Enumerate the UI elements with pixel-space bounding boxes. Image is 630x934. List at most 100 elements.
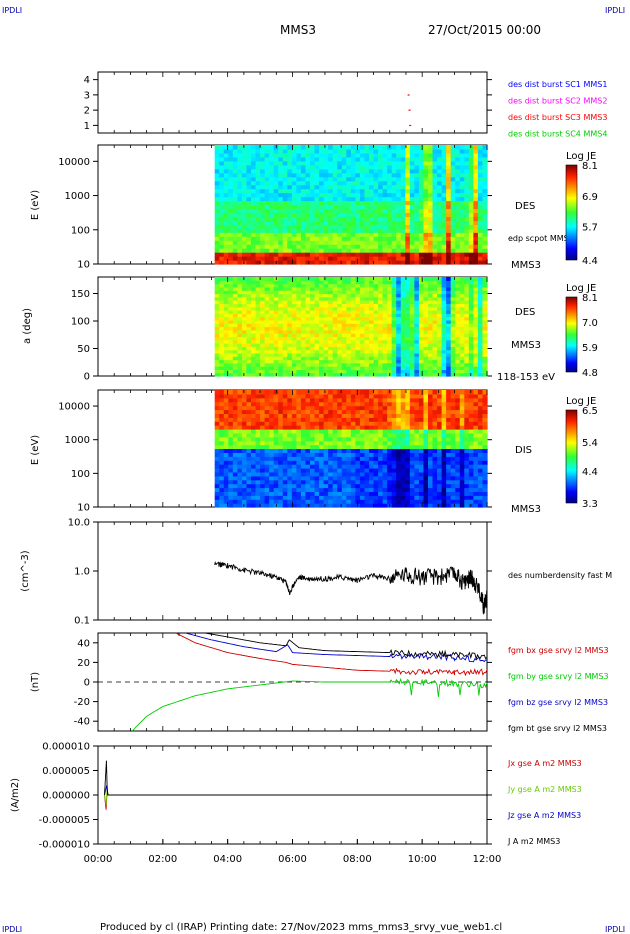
heatmap-cell: [359, 432, 366, 438]
heatmap-cell: [232, 483, 238, 489]
heatmap-cell: [232, 362, 238, 367]
heatmap-cell: [305, 286, 311, 291]
heatmap-cell: [482, 260, 488, 265]
heatmap-cell: [355, 356, 361, 361]
heatmap-cell: [310, 300, 316, 304]
heatmap-cell: [228, 413, 234, 418]
heatmap-cell: [314, 286, 320, 291]
heatmap-cell: [264, 184, 270, 190]
heatmap-cell: [378, 464, 384, 469]
heatmap-cell: [455, 329, 461, 334]
heatmap-cell: [255, 283, 261, 288]
heatmap-cell: [237, 244, 243, 249]
heatmap-cell: [310, 280, 316, 285]
heatmap-cell: [473, 180, 479, 186]
heatmap-cell: [341, 356, 347, 361]
heatmap-cell: [423, 356, 429, 361]
heatmap-cell: [350, 483, 356, 489]
heatmap-cell: [296, 313, 302, 318]
heatmap-cell: [296, 503, 302, 508]
heatmap-cell: [387, 196, 393, 202]
heatmap-cell: [251, 369, 257, 374]
heatmap-cell: [409, 293, 415, 298]
heatmap-cell: [428, 352, 434, 357]
heatmap-cell: [237, 216, 243, 221]
heatmap-cell: [441, 326, 447, 331]
heatmap-cell: [232, 352, 238, 357]
heatmap-cell: [423, 164, 429, 170]
heatmap-cell: [246, 495, 252, 500]
heatmap-cell: [432, 216, 438, 221]
heatmap-cell: [223, 499, 229, 504]
heatmap-cell: [473, 339, 479, 344]
heatmap-cell: [350, 436, 356, 442]
heatmap-cell: [291, 260, 297, 265]
heatmap-cell: [269, 336, 275, 341]
heatmap-cell: [223, 468, 229, 473]
heatmap-cell: [359, 303, 366, 308]
heatmap-cell: [246, 168, 252, 174]
heatmap-cell: [300, 326, 307, 331]
heatmap-cell: [464, 293, 470, 298]
heatmap-cell: [260, 277, 266, 281]
heatmap-cell: [282, 346, 288, 351]
heatmap-cell: [310, 303, 316, 308]
heatmap-cell: [241, 200, 248, 206]
heatmap-cell: [237, 369, 243, 374]
heatmap-cell: [219, 277, 225, 281]
heatmap-cell: [223, 248, 229, 253]
heatmap-cell: [214, 339, 220, 344]
heatmap-cell: [414, 188, 420, 194]
heatmap-cell: [232, 160, 238, 166]
heatmap-cell: [396, 228, 402, 233]
heatmap-cell: [314, 180, 320, 186]
heatmap-cell: [405, 160, 411, 166]
heatmap-cell: [423, 300, 429, 304]
heatmap-cell: [296, 192, 302, 198]
heatmap-cell: [291, 306, 297, 311]
heatmap-cell: [237, 310, 243, 314]
heatmap-cell: [223, 464, 229, 469]
heatmap-cell: [282, 310, 288, 314]
heatmap-cell: [264, 208, 270, 214]
heatmap-cell: [269, 409, 275, 414]
heatmap-cell: [323, 172, 329, 178]
heatmap-cell: [455, 252, 461, 257]
heatmap-cell: [241, 277, 248, 281]
heatmap-cell: [237, 452, 243, 457]
heatmap-cell: [355, 425, 361, 430]
heatmap-cell: [414, 184, 420, 190]
heatmap-cell: [414, 283, 420, 288]
heatmap-cell: [459, 188, 465, 194]
heatmap-cell: [350, 296, 356, 301]
heatmap-cell: [314, 280, 320, 285]
heatmap-cell: [328, 421, 334, 426]
heatmap-cell: [418, 343, 425, 347]
heatmap-cell: [400, 148, 406, 154]
heatmap-cell: [468, 346, 474, 351]
heatmap-cell: [364, 164, 370, 170]
heatmap-cell: [378, 359, 384, 364]
heatmap-cell: [459, 319, 465, 324]
heatmap-cell: [219, 306, 225, 311]
heatmap-cell: [237, 352, 243, 357]
heatmap-cell: [269, 200, 275, 206]
heatmap-cell: [310, 248, 316, 253]
heatmap-cell: [278, 256, 284, 261]
heatmap-cell: [278, 152, 284, 158]
heatmap-cell: [332, 316, 338, 321]
heatmap-cell: [314, 192, 320, 198]
heatmap-cell: [269, 286, 275, 291]
heatmap-cell: [459, 176, 465, 182]
heatmap-cell: [246, 164, 252, 170]
heatmap-cell: [228, 329, 234, 334]
heatmap-cell: [418, 172, 425, 178]
heatmap-cell: [305, 228, 311, 233]
heatmap-cell: [214, 313, 220, 318]
heatmap-cell: [464, 283, 470, 288]
heatmap-cell: [414, 152, 420, 158]
heatmap-cell: [387, 252, 393, 257]
heatmap-cell: [359, 460, 366, 465]
heatmap-cell: [237, 413, 243, 418]
heatmap-cell: [341, 471, 347, 477]
